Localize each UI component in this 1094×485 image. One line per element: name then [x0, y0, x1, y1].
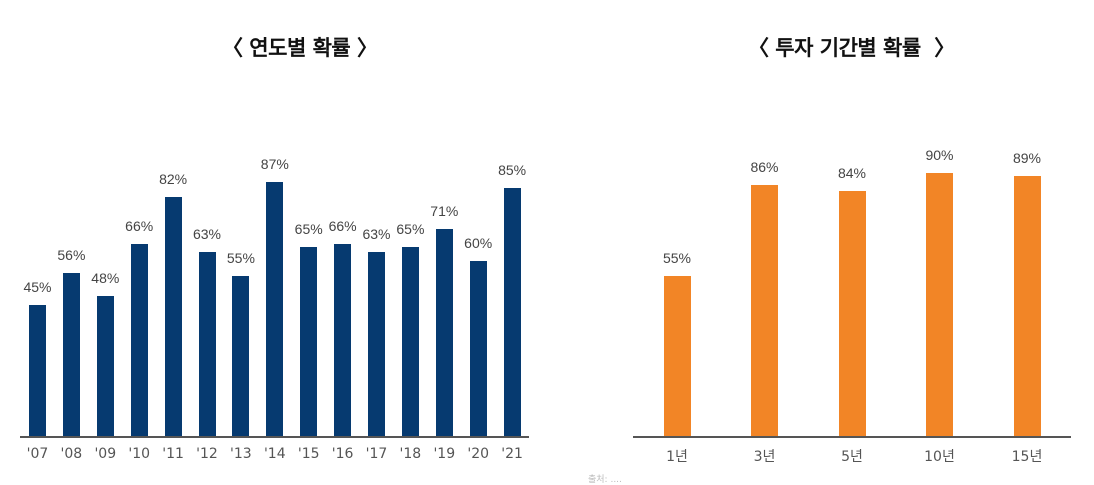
x-tick-label: 15년: [1011, 449, 1043, 465]
left-x-axis: [20, 436, 529, 438]
value-label: 66%: [125, 217, 154, 234]
bar: [838, 190, 866, 437]
value-label: 82%: [159, 170, 188, 187]
x-tick-label: '16: [331, 446, 354, 462]
bar: [232, 275, 250, 437]
x-tick-label: '10: [128, 446, 151, 462]
bar: [334, 243, 352, 437]
value-label: 63%: [362, 226, 391, 243]
bar: [368, 252, 385, 437]
value-label: 85%: [498, 161, 527, 178]
bar: [503, 187, 521, 437]
x-tick-label: '07: [26, 446, 49, 462]
bar: [266, 182, 284, 437]
value-label: 87%: [260, 156, 289, 173]
x-tick-label: 3년: [753, 449, 776, 465]
value-label: 56%: [57, 246, 86, 263]
right-chart-title: 〈 투자 기간별 확률 〉: [748, 36, 955, 60]
bar: [435, 228, 453, 437]
x-tick-label: '20: [467, 446, 490, 462]
value-label: 71%: [430, 202, 459, 219]
value-label: 48%: [91, 270, 120, 287]
bar: [663, 275, 691, 437]
x-tick-label: 1년: [666, 449, 688, 465]
value-label: 60%: [464, 235, 493, 252]
value-label: 45%: [23, 279, 52, 296]
value-label: 65%: [396, 220, 425, 237]
bar: [96, 296, 114, 437]
bar: [164, 196, 182, 437]
bar: [29, 305, 46, 437]
value-label: 55%: [226, 249, 255, 266]
left-chart-title: 〈 연도별 확률 〉: [222, 36, 378, 60]
bar: [300, 246, 318, 437]
bar: [62, 272, 80, 437]
bar: [198, 252, 216, 437]
x-tick-label: '11: [162, 446, 184, 462]
bar: [130, 243, 148, 437]
value-label: 90%: [925, 147, 954, 164]
x-tick-label: '13: [230, 446, 252, 462]
bar: [401, 246, 419, 437]
right-x-axis: [633, 436, 1071, 438]
x-tick-label: '21: [501, 446, 523, 462]
x-tick-label: '17: [365, 446, 388, 462]
x-tick-label: '14: [263, 446, 286, 462]
value-label: 86%: [750, 159, 779, 176]
x-tick-label: 5년: [841, 449, 863, 465]
x-tick-label: 10년: [924, 449, 955, 465]
bar: [926, 173, 953, 437]
x-tick-label: '12: [196, 446, 218, 462]
bar: [751, 185, 778, 437]
value-label: 63%: [192, 226, 222, 243]
value-label: 66%: [328, 217, 357, 234]
bar: [469, 261, 487, 437]
x-tick-label: '09: [94, 446, 117, 462]
x-tick-label: '15: [297, 446, 320, 462]
x-tick-label: '08: [60, 446, 83, 462]
value-label: 65%: [294, 220, 323, 237]
bar: [1013, 176, 1041, 437]
value-label: 89%: [1012, 150, 1042, 167]
value-label: 55%: [662, 249, 692, 266]
x-tick-label: '18: [399, 446, 422, 462]
source-footnote: 출처: ....: [588, 475, 622, 485]
x-tick-label: '19: [433, 446, 456, 462]
value-label: 84%: [837, 164, 867, 181]
